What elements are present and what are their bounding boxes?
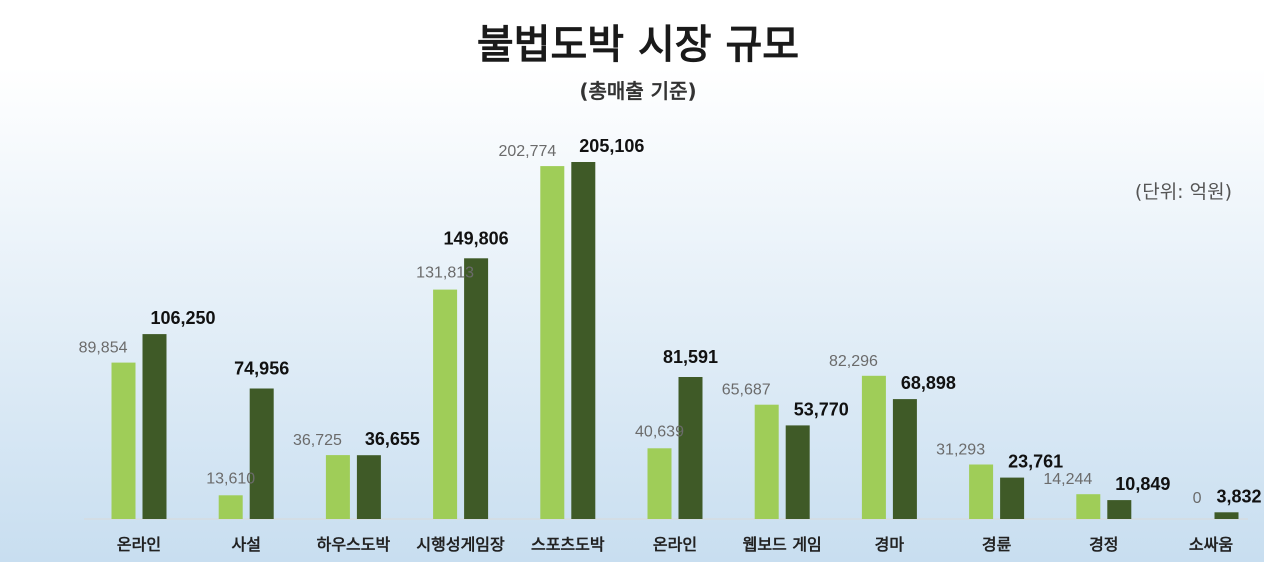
- bar-dark-7: [892, 399, 917, 519]
- value-label-dark-7: 68,898: [901, 373, 956, 393]
- bar-light-2: [325, 455, 350, 519]
- category-label-8: 경륜: [982, 535, 1012, 554]
- bar-dark-0: [142, 334, 167, 519]
- chart-title: 불법도박 시장 규모: [477, 22, 799, 68]
- value-label-light-6: 65,687: [722, 382, 771, 399]
- bar-dark-1: [249, 388, 274, 519]
- value-label-dark-4: 205,106: [579, 136, 644, 156]
- value-label-light-3: 131,813: [416, 265, 474, 282]
- value-label-light-7: 82,296: [829, 353, 878, 370]
- value-label-dark-1: 74,956: [234, 359, 289, 379]
- chart-subtitle: (총매출 기준): [579, 79, 696, 103]
- category-label-5: 온라인: [653, 535, 697, 554]
- value-label-light-8: 31,293: [936, 442, 985, 459]
- labels-layer: 89,854 106,250 온라인 13,610 74,956 사설 36,725 36,6…: [79, 136, 1262, 554]
- value-label-dark-5: 81,591: [663, 347, 718, 367]
- value-label-dark-10: 3,832: [1217, 486, 1262, 506]
- value-label-light-5: 40,639: [635, 423, 684, 440]
- category-label-6: 웹보드 게임: [743, 535, 822, 554]
- bar-dark-6: [785, 425, 810, 519]
- bar-light-6: [754, 404, 779, 519]
- bar-light-0: [111, 362, 136, 519]
- bar-dark-9: [1107, 500, 1132, 519]
- value-label-dark-0: 106,250: [151, 308, 216, 328]
- value-label-light-0: 89,854: [79, 340, 128, 357]
- bar-light-1: [218, 495, 243, 519]
- category-label-10: 소싸움: [1189, 535, 1233, 554]
- unit-note: (단위: 억원): [1135, 181, 1232, 203]
- category-label-9: 경정: [1089, 535, 1118, 554]
- value-label-light-1: 13,610: [206, 470, 255, 487]
- value-label-light-10: 0: [1193, 490, 1202, 507]
- bar-dark-8: [1000, 477, 1025, 519]
- bar-dark-2: [356, 455, 381, 519]
- value-label-dark-3: 149,806: [444, 228, 509, 248]
- value-label-dark-8: 23,761: [1008, 452, 1063, 472]
- category-label-4: 스포츠도박: [531, 535, 605, 554]
- bar-dark-3: [464, 258, 489, 519]
- category-label-7: 경마: [875, 535, 905, 554]
- value-label-light-2: 36,725: [293, 432, 342, 449]
- value-label-dark-9: 10,849: [1115, 474, 1170, 494]
- bar-light-5: [647, 448, 672, 519]
- category-label-2: 하우스도박: [317, 535, 391, 554]
- bar-dark-5: [678, 377, 703, 519]
- bars-layer: [111, 162, 1239, 519]
- category-label-1: 사설: [231, 535, 260, 554]
- value-label-light-4: 202,774: [498, 143, 556, 160]
- bar-light-4: [540, 166, 565, 519]
- category-label-3: 시행성게임장: [416, 535, 505, 554]
- bar-dark-4: [571, 162, 596, 519]
- category-label-0: 온라인: [117, 535, 161, 554]
- bar-light-7: [861, 375, 886, 519]
- bar-dark-10: [1214, 512, 1239, 519]
- bar-light-8: [969, 464, 994, 519]
- bar-light-9: [1076, 494, 1101, 519]
- bar-light-3: [433, 289, 458, 519]
- value-label-dark-2: 36,655: [365, 429, 420, 449]
- value-label-light-9: 14,244: [1043, 471, 1092, 488]
- value-label-dark-6: 53,770: [794, 399, 849, 419]
